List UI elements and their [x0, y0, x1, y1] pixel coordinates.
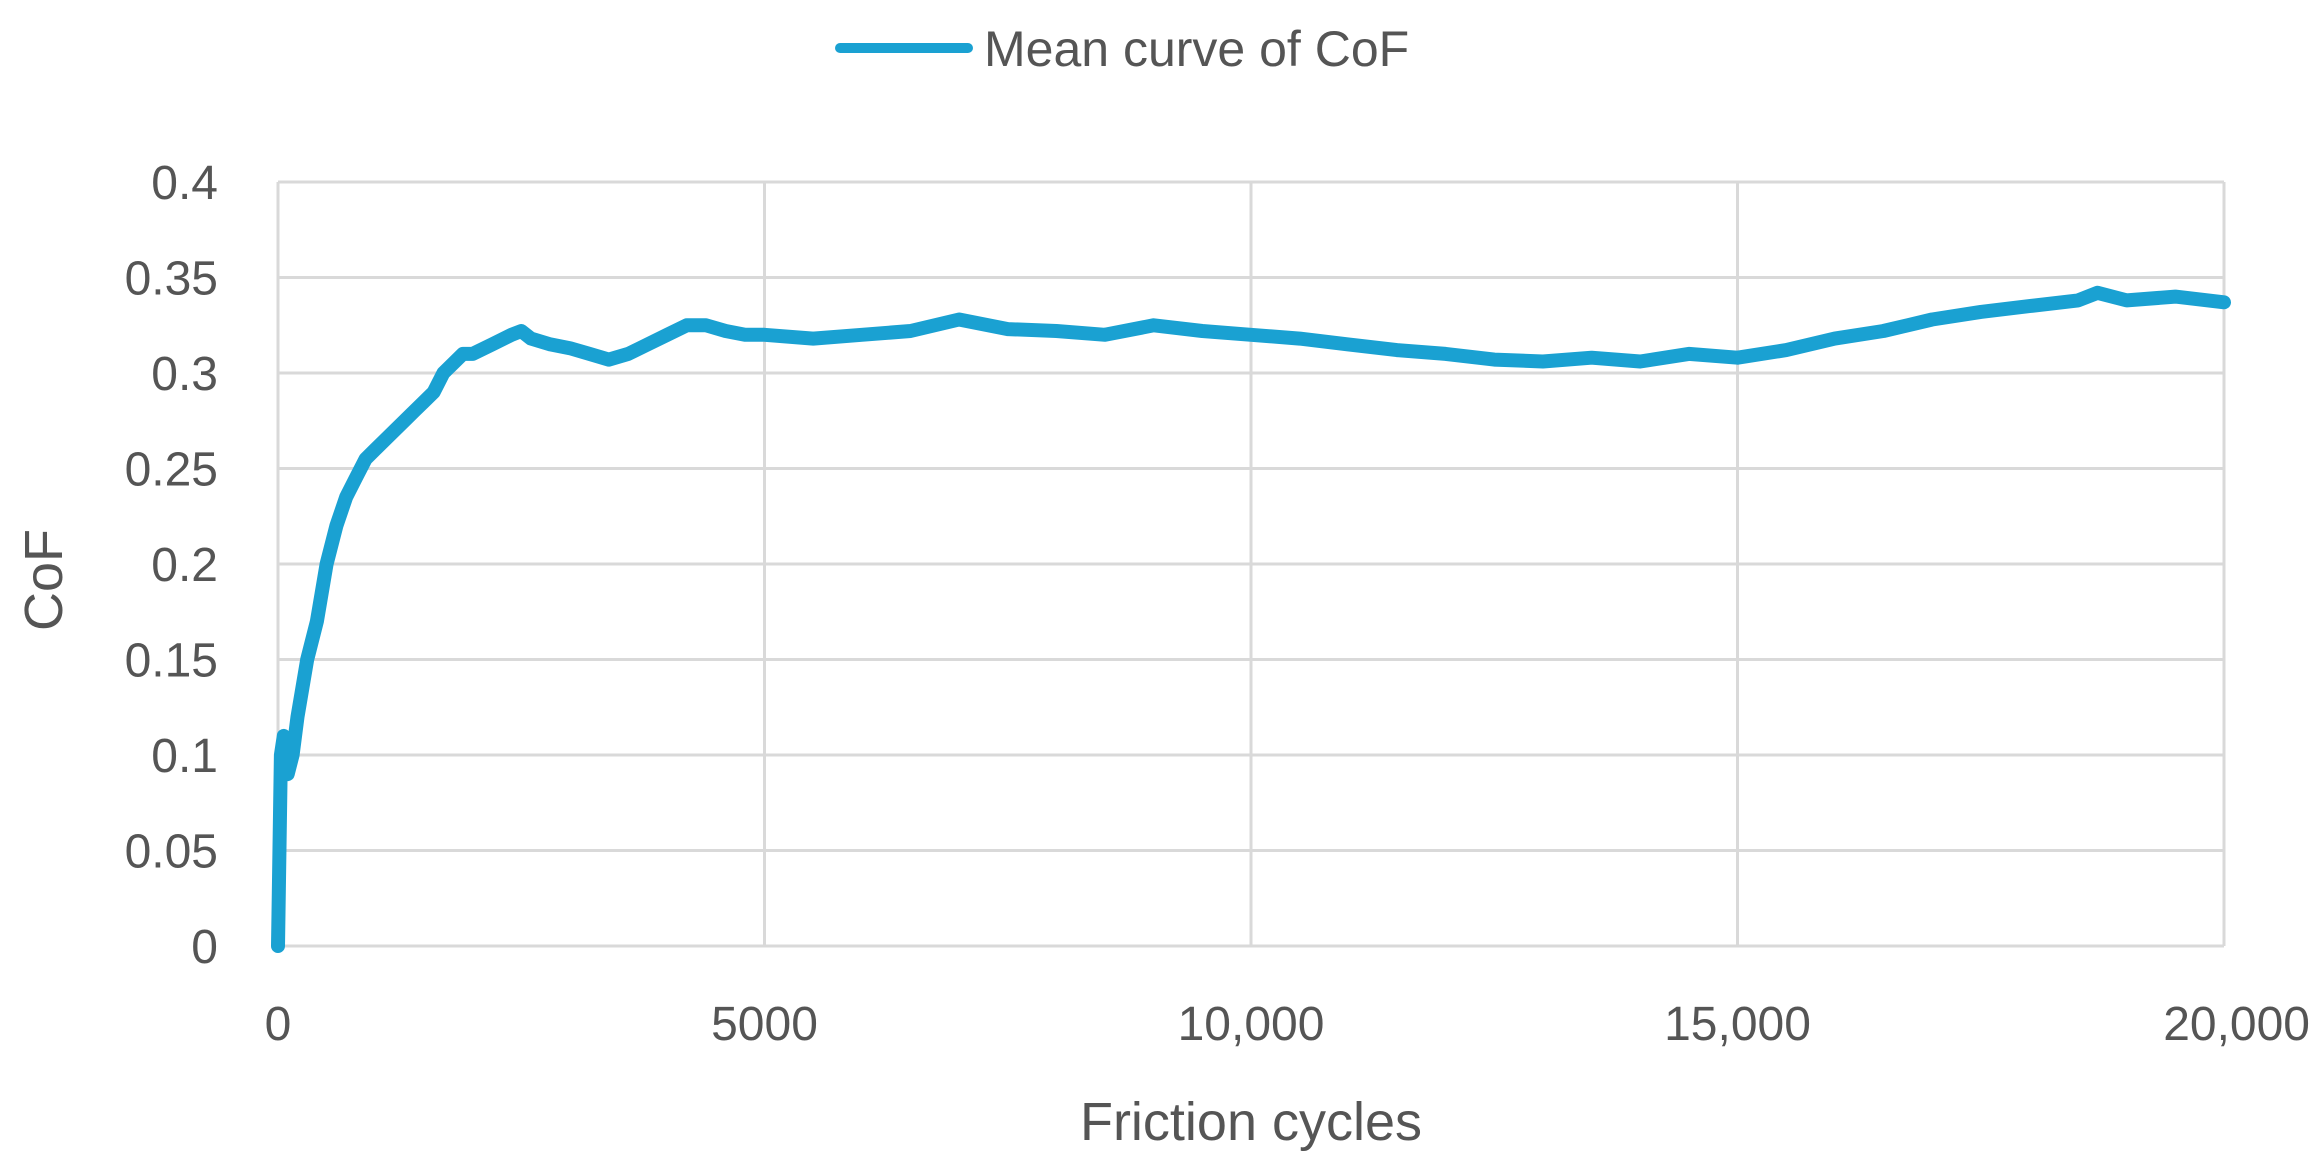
series-line-mean-curve-of-cof: [271, 285, 2231, 953]
y-tick-label: 0.1: [151, 730, 218, 783]
x-tick-label: 5000: [711, 998, 818, 1051]
x-tick-label: 0: [265, 998, 292, 1051]
x-axis-ticks: 0 5000 10,000 15,000 20,000: [265, 998, 2310, 1051]
y-axis-title: CoF: [14, 529, 74, 631]
legend: Mean curve of CoF: [835, 21, 1409, 77]
y-tick-label: 0.15: [125, 635, 218, 688]
x-tick-label: 20,000: [2163, 998, 2310, 1051]
y-tick-label: 0.35: [125, 253, 218, 306]
x-tick-label: 15,000: [1664, 998, 1811, 1051]
y-axis-ticks: 0 0.05 0.1 0.15 0.2 0.25 0.3 0.35 0.4: [125, 157, 218, 974]
legend-label-mean-curve: Mean curve of CoF: [984, 21, 1409, 77]
y-tick-label: 0: [191, 921, 218, 974]
gridlines: [276, 180, 2226, 948]
x-tick-label: 10,000: [1178, 998, 1325, 1051]
y-tick-label: 0.4: [151, 157, 218, 210]
x-axis-title: Friction cycles: [1080, 1092, 1422, 1152]
y-tick-label: 0.25: [125, 444, 218, 497]
y-tick-label: 0.05: [125, 826, 218, 879]
y-tick-label: 0.3: [151, 348, 218, 401]
y-tick-label: 0.2: [151, 539, 218, 592]
series-layer: [271, 285, 2231, 953]
